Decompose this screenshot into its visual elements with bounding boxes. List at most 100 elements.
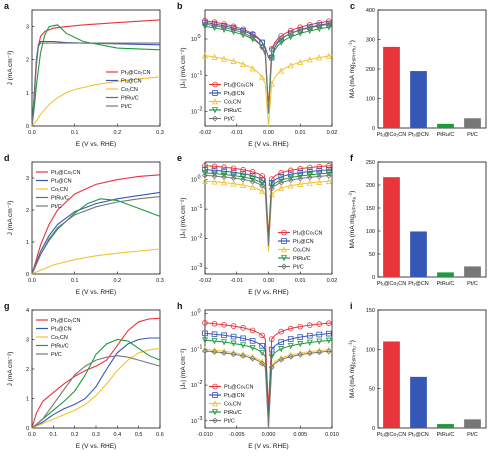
data-marker bbox=[278, 177, 285, 184]
y-axis-label: MA (mA mgPt/Pt+Ru-1) bbox=[348, 40, 357, 98]
data-marker bbox=[259, 182, 266, 189]
y-axis-label: J (mA cm⁻²) bbox=[7, 201, 14, 236]
data-marker bbox=[249, 65, 256, 72]
data-marker bbox=[268, 176, 275, 182]
y-axis-label: MA (mA mgPt/Pt+Ru-1) bbox=[348, 340, 357, 398]
legend-marker bbox=[281, 238, 287, 244]
data-marker bbox=[211, 331, 218, 338]
bar bbox=[383, 177, 400, 277]
legend-entry: Co₁CN bbox=[51, 335, 68, 341]
data-marker bbox=[259, 343, 265, 349]
data-marker bbox=[287, 325, 294, 332]
data-marker bbox=[278, 184, 285, 192]
y-tick-label: 0 bbox=[26, 272, 29, 278]
y-tick-label: 3 bbox=[26, 176, 29, 182]
x-axis-label: E (V vs. RHE) bbox=[248, 443, 288, 450]
y-axis-label: |Jₖ| (mA cm⁻²) bbox=[180, 48, 187, 89]
legend-entry: Pt₁@Co₁CN bbox=[224, 385, 253, 391]
data-marker bbox=[202, 21, 208, 28]
data-marker bbox=[297, 323, 304, 330]
legend-marker bbox=[212, 383, 218, 390]
data-marker bbox=[211, 22, 218, 29]
x-tick-label: 0.1 bbox=[50, 432, 58, 438]
data-marker bbox=[259, 180, 266, 187]
x-tick-label: 0.02 bbox=[327, 278, 338, 284]
y-tick-label: 2 bbox=[26, 367, 29, 373]
y-tick-exponent: -3 bbox=[198, 263, 203, 269]
x-tick-label: -0.02 bbox=[199, 130, 212, 136]
y-tick-label: 0 bbox=[26, 426, 29, 432]
panel-letter: h bbox=[177, 301, 183, 311]
bar bbox=[383, 341, 400, 428]
y-tick-label: 10 bbox=[191, 266, 197, 272]
y-tick-label: 10 bbox=[191, 419, 197, 425]
x-tick-label: Pt₁@CN bbox=[408, 132, 429, 138]
panel-g: g 0.0 0.1 0.2 0.3 0.4 0.5 0.6 0 1 2 3 4 E (V vs. RHE)… bbox=[4, 301, 164, 450]
data-marker bbox=[306, 56, 313, 63]
y-tick-label: 150 bbox=[366, 308, 375, 314]
y-tick-label: 0 bbox=[26, 124, 29, 130]
x-tick-label: 0.2 bbox=[114, 278, 122, 284]
legend-entry: Pt₁@Co₁CN bbox=[293, 231, 322, 237]
legend-marker bbox=[211, 107, 219, 114]
plot-frame bbox=[31, 9, 161, 127]
data-marker bbox=[221, 171, 228, 178]
legend-entry: Pt₁@CN bbox=[121, 79, 142, 85]
data-marker bbox=[278, 67, 285, 74]
data-marker bbox=[259, 349, 266, 357]
y-tick-label: 100 bbox=[366, 347, 375, 353]
x-tick-label: 0.00 bbox=[263, 278, 274, 284]
data-marker bbox=[240, 170, 246, 177]
data-marker bbox=[230, 165, 237, 172]
x-tick-label: 0.3 bbox=[156, 278, 164, 284]
data-marker bbox=[316, 338, 323, 345]
series-line bbox=[31, 76, 161, 127]
legend-marker bbox=[281, 263, 287, 270]
y-axis-label: |Jₖ| (mA cm⁻²) bbox=[180, 198, 187, 239]
x-tick-label: 0.1 bbox=[71, 130, 79, 136]
data-marker bbox=[297, 58, 304, 65]
panel-letter: i bbox=[350, 301, 353, 311]
legend-entry: Pt/C bbox=[121, 104, 132, 110]
data-marker bbox=[201, 177, 209, 184]
legend-entry: Pt₁@CN bbox=[51, 179, 72, 185]
data-marker bbox=[230, 351, 237, 358]
data-marker bbox=[221, 168, 227, 174]
data-marker bbox=[240, 325, 246, 331]
data-marker bbox=[240, 342, 247, 349]
data-marker bbox=[221, 164, 227, 171]
x-tick-label: 0.3 bbox=[92, 432, 100, 438]
data-marker bbox=[287, 34, 294, 41]
x-tick-label: 0.01 bbox=[295, 130, 306, 136]
data-marker bbox=[211, 178, 218, 185]
legend-marker bbox=[211, 400, 219, 407]
legend-entry: Pt/C bbox=[224, 419, 235, 425]
legend-marker bbox=[212, 90, 218, 96]
x-axis-label: E (V vs. RHE) bbox=[76, 289, 116, 296]
data-marker bbox=[278, 35, 285, 42]
panel-c: c 0 100 200 300 400 Pt₁@Co₁CN Pt₁@CN PtRu/C Pt/C M… bbox=[348, 1, 487, 138]
data-marker bbox=[278, 39, 285, 46]
bar bbox=[410, 231, 427, 277]
data-marker bbox=[201, 52, 209, 59]
data-marker bbox=[326, 320, 332, 326]
data-marker bbox=[259, 188, 266, 195]
data-marker bbox=[249, 169, 256, 175]
data-marker bbox=[240, 352, 247, 359]
data-marker bbox=[278, 179, 285, 186]
y-tick-label: 1 bbox=[26, 91, 29, 97]
series-line bbox=[31, 337, 160, 429]
y-tick-label: 10 bbox=[191, 110, 197, 116]
series-line bbox=[31, 196, 161, 275]
x-tick-label: 0.00 bbox=[263, 130, 274, 136]
legend-entry: Pt₁@CN bbox=[51, 327, 72, 333]
legend-entry: PtRu/C bbox=[224, 108, 242, 114]
data-marker bbox=[221, 24, 228, 31]
data-marker bbox=[325, 170, 332, 177]
data-marker bbox=[230, 180, 237, 187]
data-marker bbox=[240, 30, 247, 36]
data-marker bbox=[287, 167, 294, 174]
data-marker bbox=[202, 320, 208, 326]
x-tick-label: 0.5 bbox=[135, 432, 143, 438]
